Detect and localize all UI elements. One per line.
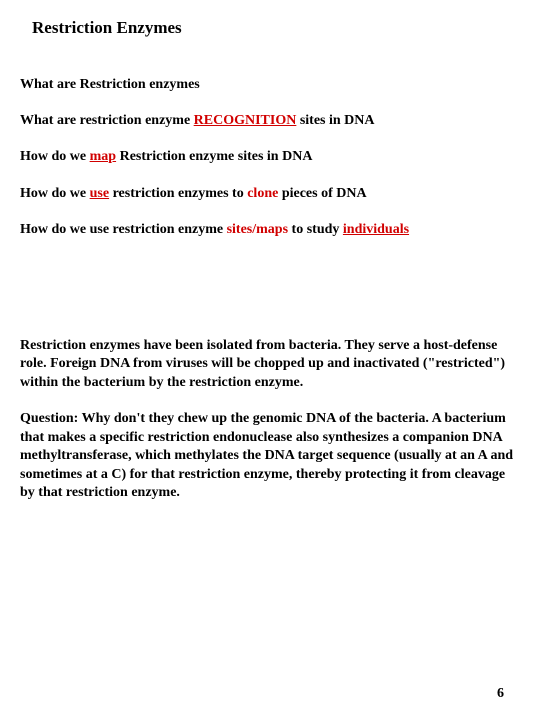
q3-highlight: map (90, 149, 116, 164)
q2-post: sites in DNA (296, 113, 374, 128)
question-line-2: What are restriction enzyme RECOGNITION … (20, 112, 520, 130)
q3-post: Restriction enzyme sites in DNA (116, 149, 312, 164)
q5-mid: to study (288, 222, 343, 237)
question-line-3: How do we map Restriction enzyme sites i… (20, 148, 520, 166)
q2-highlight: RECOGNITION (194, 113, 297, 128)
q1-text: What are Restriction enzymes (20, 77, 200, 92)
body-text: Restriction enzymes have been isolated f… (20, 337, 520, 503)
question-line-4: How do we use restriction enzymes to clo… (20, 185, 520, 203)
paragraph-2: Question: Why don't they chew up the gen… (20, 410, 520, 502)
page-number: 6 (497, 686, 504, 702)
paragraph-1: Restriction enzymes have been isolated f… (20, 337, 520, 392)
q4-post: pieces of DNA (278, 186, 366, 201)
q5-hl2: individuals (343, 222, 409, 237)
q4-mid: restriction enzymes to (109, 186, 247, 201)
q4-pre: How do we (20, 186, 90, 201)
q3-pre: How do we (20, 149, 90, 164)
page-title: Restriction Enzymes (32, 18, 520, 38)
q4-hl2: clone (247, 186, 278, 201)
q4-hl1: use (90, 186, 109, 201)
q5-hl1: sites/maps (227, 222, 288, 237)
question-line-5: How do we use restriction enzyme sites/m… (20, 221, 520, 239)
q2-pre: What are restriction enzyme (20, 113, 194, 128)
q5-pre: How do we use restriction enzyme (20, 222, 227, 237)
page: Restriction Enzymes What are Restriction… (0, 0, 540, 503)
question-line-1: What are Restriction enzymes (20, 76, 520, 94)
